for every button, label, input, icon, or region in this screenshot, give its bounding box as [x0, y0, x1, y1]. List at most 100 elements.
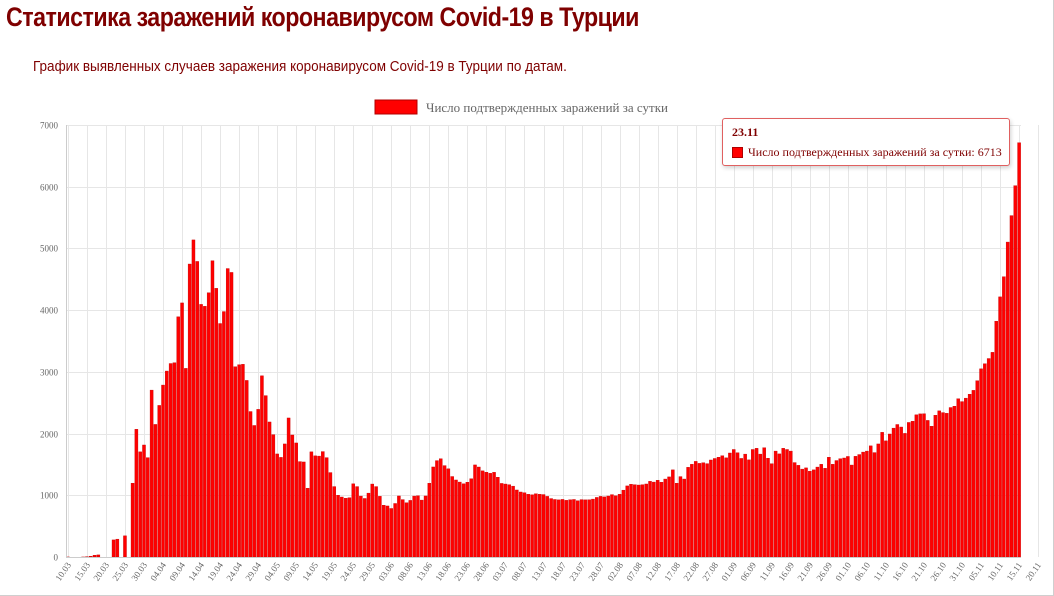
bar[interactable] [290, 434, 295, 558]
bar[interactable] [781, 448, 785, 558]
bar[interactable] [659, 482, 664, 558]
bar[interactable] [712, 458, 717, 558]
bar[interactable] [751, 449, 755, 558]
bar[interactable] [792, 462, 797, 558]
bar[interactable] [868, 445, 873, 558]
bar[interactable] [187, 263, 192, 558]
bar[interactable] [895, 424, 900, 558]
bar[interactable] [564, 500, 569, 558]
bar[interactable] [937, 410, 941, 558]
bar[interactable] [990, 352, 995, 558]
bar[interactable] [948, 407, 953, 558]
bar[interactable] [328, 472, 333, 558]
bar[interactable] [507, 484, 511, 558]
bar[interactable] [385, 505, 390, 558]
bar[interactable] [195, 261, 199, 558]
bar[interactable] [720, 455, 725, 558]
bar[interactable] [819, 464, 823, 558]
bar[interactable] [305, 488, 310, 558]
bar[interactable] [861, 451, 865, 558]
bar[interactable] [743, 453, 747, 558]
bar[interactable] [416, 495, 420, 558]
bar[interactable] [537, 494, 542, 558]
bar[interactable] [408, 500, 413, 558]
bar[interactable] [157, 405, 161, 558]
bar[interactable] [671, 469, 675, 558]
bar[interactable] [754, 448, 759, 558]
bar[interactable] [146, 457, 150, 558]
bar[interactable] [347, 497, 352, 558]
bar[interactable] [922, 413, 926, 558]
bar[interactable] [621, 489, 626, 558]
bar[interactable] [461, 483, 466, 558]
bar[interactable] [655, 480, 660, 558]
bar[interactable] [245, 380, 249, 558]
bar[interactable] [568, 499, 572, 558]
bar[interactable] [165, 370, 169, 558]
bar[interactable] [488, 473, 492, 558]
bar[interactable] [876, 443, 881, 558]
bar[interactable] [926, 420, 930, 558]
bar[interactable] [636, 484, 641, 558]
bar[interactable] [827, 457, 831, 558]
bar[interactable] [888, 433, 892, 558]
bar[interactable] [724, 457, 728, 558]
bar[interactable] [153, 424, 158, 558]
bar[interactable] [716, 457, 721, 558]
bar[interactable] [503, 483, 508, 558]
bar[interactable] [324, 457, 329, 558]
bar[interactable] [420, 499, 424, 558]
bar[interactable] [945, 413, 949, 558]
bar[interactable] [667, 476, 671, 558]
bar[interactable] [442, 465, 447, 558]
bar[interactable] [458, 481, 462, 558]
bar[interactable] [591, 498, 595, 558]
bar[interactable] [762, 447, 766, 558]
bar[interactable] [625, 485, 629, 558]
bar[interactable] [184, 368, 188, 558]
bar[interactable] [130, 482, 135, 558]
bar[interactable] [534, 493, 538, 558]
bar[interactable] [431, 466, 435, 558]
bar[interactable] [435, 460, 439, 558]
bar[interactable] [252, 425, 257, 558]
bar[interactable] [804, 467, 808, 558]
bar[interactable] [229, 272, 234, 558]
bar[interactable] [617, 494, 622, 558]
bar[interactable] [690, 464, 694, 558]
bar[interactable] [149, 389, 154, 558]
bar[interactable] [267, 421, 272, 558]
bar[interactable] [785, 449, 789, 558]
bar[interactable] [865, 450, 869, 558]
bar[interactable] [610, 494, 614, 558]
bar[interactable] [222, 311, 226, 558]
bar[interactable] [986, 358, 991, 558]
bar[interactable] [830, 464, 835, 558]
bar[interactable] [515, 489, 519, 558]
bar[interactable] [317, 455, 321, 558]
bar[interactable] [633, 484, 637, 558]
bar[interactable] [446, 468, 451, 558]
bar[interactable] [914, 414, 919, 558]
bar[interactable] [492, 472, 496, 558]
bar[interactable] [511, 485, 515, 558]
bar[interactable] [891, 427, 896, 558]
bar[interactable] [191, 239, 196, 558]
bar[interactable] [800, 468, 804, 558]
bar[interactable] [362, 498, 367, 558]
bar[interactable] [161, 384, 165, 558]
bar[interactable] [450, 476, 454, 558]
bar[interactable] [286, 417, 291, 558]
bar[interactable] [644, 483, 648, 558]
bar[interactable] [96, 554, 101, 558]
bar[interactable] [956, 398, 960, 558]
bar[interactable] [773, 450, 778, 558]
bar[interactable] [225, 268, 230, 558]
bar[interactable] [595, 497, 599, 558]
bar[interactable] [313, 455, 317, 558]
bar[interactable] [294, 442, 298, 558]
bar[interactable] [929, 426, 934, 558]
bar[interactable] [496, 477, 500, 558]
bar[interactable] [880, 432, 884, 558]
bar[interactable] [218, 323, 222, 558]
